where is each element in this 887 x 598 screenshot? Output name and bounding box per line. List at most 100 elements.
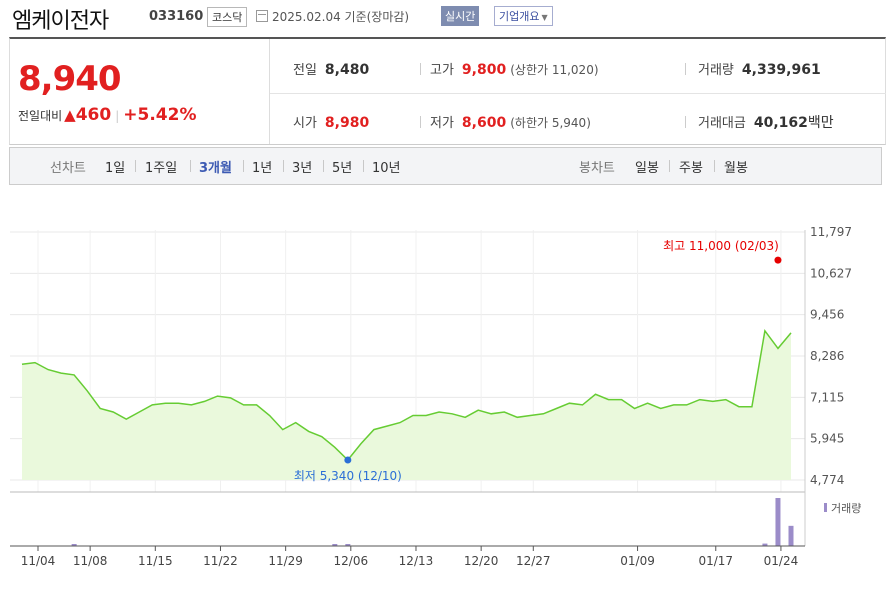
- candle-daily[interactable]: 일봉: [635, 161, 659, 176]
- price-change: 전일대비 ▲460 | +5.42%: [18, 105, 197, 125]
- x-tick-label: 01/24: [764, 554, 799, 568]
- volume-bar: [762, 543, 768, 546]
- x-tick-label: 11/22: [203, 554, 238, 568]
- divider: [685, 63, 686, 75]
- change-value: 460: [75, 105, 112, 125]
- chart-toolbar: 선차트 1일 1주일 3개월 1년 3년 5년 10년 봉차트 일봉 주봉 월봉: [9, 147, 882, 185]
- y-tick-label: 8,286: [810, 349, 844, 363]
- divider: |: [115, 109, 120, 123]
- y-axis-labels: 11,797 10,627 9,456 8,286 7,115 5,945 4,774: [810, 225, 852, 487]
- divider: [669, 160, 670, 172]
- volume-bar: [345, 544, 351, 546]
- y-tick-label: 7,115: [810, 390, 844, 404]
- day-low: 저가 8,600 (하한가 5,940): [430, 112, 591, 131]
- x-tick-label: 11/15: [138, 554, 173, 568]
- volume-bars: [71, 498, 794, 546]
- volume-bar: [788, 525, 794, 546]
- volume-bar: [332, 544, 338, 546]
- divider: [323, 160, 324, 172]
- period-1y[interactable]: 1년: [252, 161, 273, 176]
- candle-chart-label: 봉차트: [579, 161, 615, 176]
- line-chart-label: 선차트: [50, 161, 86, 176]
- period-1d[interactable]: 1일: [105, 161, 126, 176]
- stock-code: 033160: [149, 9, 204, 24]
- high-marker: [774, 256, 782, 264]
- quote-box: 8,940 전일대비 ▲460 | +5.42% 전일 8,480 고가 9,800 (상한…: [9, 37, 886, 145]
- high-annotation: 최고 11,000 (02/03): [663, 239, 779, 253]
- open-value: 8,980: [324, 115, 370, 131]
- lower-limit: (하한가 5,940): [510, 116, 591, 130]
- volume-bar: [71, 544, 77, 546]
- x-axis-labels: 11/04 11/08 11/15 11/22 11/29 12/06 12/13 12/20…: [21, 546, 799, 568]
- base-date: 2025.02.04 기준(장마감): [272, 8, 409, 25]
- x-tick-label: 01/09: [620, 554, 655, 568]
- divider: [685, 116, 686, 128]
- up-triangle-icon: ▲: [64, 106, 76, 124]
- amount-unit: 백만: [807, 115, 834, 131]
- volume-label: 거래량: [698, 63, 734, 78]
- open-price: 시가 8,980: [293, 112, 369, 131]
- high-value: 9,800: [461, 62, 507, 78]
- divider: [420, 116, 421, 128]
- price-area: [22, 330, 791, 480]
- low-label: 저가: [430, 116, 454, 131]
- divider: [269, 39, 270, 144]
- divider: [714, 160, 715, 172]
- change-label: 전일대비: [18, 109, 63, 123]
- low-marker: [344, 456, 352, 464]
- period-1w[interactable]: 1주일: [145, 161, 178, 176]
- divider: [420, 63, 421, 75]
- realtime-button[interactable]: 실시간: [441, 6, 480, 26]
- amount-value: 40,162: [753, 115, 808, 131]
- upper-limit: (상한가 11,020): [510, 63, 599, 77]
- prev-label: 전일: [293, 63, 317, 78]
- header: 엠케이전자 033160 코스닥 2025.02.04 기준(장마감) 실시간 …: [0, 0, 887, 38]
- period-3m[interactable]: 3개월: [199, 161, 232, 176]
- x-tick-label: 11/04: [21, 554, 56, 568]
- volume-legend-icon: [824, 503, 827, 512]
- prev-value: 8,480: [324, 62, 370, 78]
- period-10y[interactable]: 10년: [372, 161, 401, 176]
- x-tick-label: 11/08: [73, 554, 108, 568]
- low-annotation: 최저 5,340 (12/10): [294, 469, 402, 483]
- period-5y[interactable]: 5년: [332, 161, 353, 176]
- x-tick-label: 12/13: [399, 554, 434, 568]
- market-badge: 코스닥: [207, 7, 248, 27]
- volume-bar: [775, 498, 781, 546]
- trade-amount: 거래대금 40,162백만: [698, 112, 834, 132]
- divider: [190, 160, 191, 172]
- day-high: 고가 9,800 (상한가 11,020): [430, 59, 599, 78]
- prev-close: 전일 8,480: [293, 59, 369, 78]
- y-tick-label: 10,627: [810, 266, 852, 280]
- x-tick-label: 12/27: [516, 554, 551, 568]
- x-tick-label: 12/20: [464, 554, 499, 568]
- company-info-dropdown[interactable]: 기업개요 ▼: [494, 6, 553, 26]
- y-tick-label: 4,774: [810, 473, 844, 487]
- volume: 거래량 4,339,961: [698, 59, 821, 78]
- chevron-down-icon: ▼: [541, 13, 548, 22]
- calendar-icon: [256, 10, 268, 22]
- open-label: 시가: [293, 116, 317, 131]
- candle-weekly[interactable]: 주봉: [679, 161, 703, 176]
- divider: [243, 160, 244, 172]
- date-value: 2025.02.04: [272, 10, 341, 24]
- divider: [270, 93, 886, 94]
- date-suffix: 기준(장마감): [344, 10, 410, 24]
- candle-monthly[interactable]: 월봉: [724, 161, 748, 176]
- volume-value: 4,339,961: [741, 62, 821, 78]
- current-price: 8,940: [18, 59, 122, 99]
- y-tick-label: 9,456: [810, 308, 844, 322]
- price-line: [21, 328, 792, 462]
- price-chart: 11,797 10,627 9,456 8,286 7,115 5,945 4,774 11…: [10, 225, 861, 568]
- x-tick-label: 12/06: [334, 554, 369, 568]
- divider: [363, 160, 364, 172]
- y-tick-label: 11,797: [810, 225, 852, 239]
- divider: [283, 160, 284, 172]
- low-value: 8,600: [461, 115, 507, 131]
- volume-legend-label: 거래량: [831, 502, 861, 515]
- high-label: 고가: [430, 63, 454, 78]
- period-3y[interactable]: 3년: [292, 161, 313, 176]
- x-tick-label: 01/17: [698, 554, 733, 568]
- x-tick-label: 11/29: [268, 554, 303, 568]
- divider: [135, 160, 136, 172]
